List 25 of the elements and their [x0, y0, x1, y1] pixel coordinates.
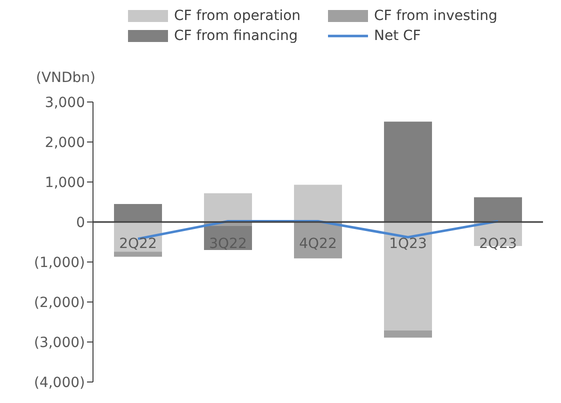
x-tick-label: 1Q23 [389, 236, 427, 252]
y-tick-label: (2,000) [34, 294, 85, 311]
legend-label: CF from investing [374, 8, 498, 24]
bar [474, 197, 522, 222]
bar [204, 193, 252, 222]
legend-label: CF from financing [174, 28, 298, 44]
y-tick-label: (4,000) [34, 374, 85, 391]
bar [384, 122, 432, 222]
y-tick-label: 0 [76, 214, 85, 231]
y-tick-label: (3,000) [34, 334, 85, 351]
x-tick-label: 2Q22 [119, 236, 157, 252]
bar [114, 252, 162, 257]
legend-label: Net CF [374, 28, 421, 44]
y-axis-title: (VNDbn) [36, 70, 96, 86]
bar [114, 204, 162, 222]
legend-label: CF from operation [174, 8, 301, 24]
x-tick-label: 2Q23 [479, 236, 517, 252]
y-tick-label: 3,000 [44, 94, 85, 111]
x-tick-label: 4Q22 [299, 236, 337, 252]
y-tick-label: 2,000 [44, 134, 85, 151]
bar [384, 222, 432, 330]
bar [294, 184, 342, 222]
bar [384, 330, 432, 338]
y-tick-label: 1,000 [44, 174, 85, 191]
y-tick-label: (1,000) [34, 254, 85, 271]
